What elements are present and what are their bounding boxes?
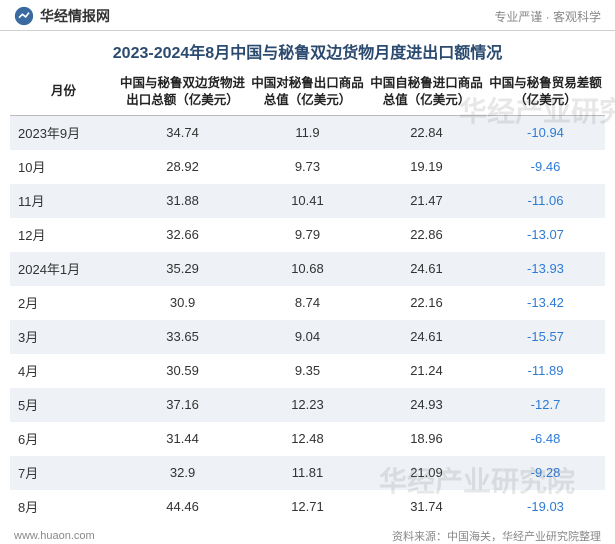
table-row: 12月32.669.7922.86-13.07 — [10, 218, 605, 252]
table-cell: -11.89 — [486, 354, 605, 388]
table-cell: -13.42 — [486, 286, 605, 320]
table-cell: 12.48 — [248, 422, 367, 456]
table-cell: 18.96 — [367, 422, 486, 456]
table-cell: 10.41 — [248, 184, 367, 218]
table-header-row: 月份中国与秘鲁双边货物进出口总额（亿美元）中国对秘鲁出口商品总值（亿美元）中国自… — [10, 69, 605, 115]
logo-icon — [14, 6, 34, 26]
table-body: 2023年9月34.7411.922.84-10.9410月28.929.731… — [10, 115, 605, 524]
table-row: 2024年1月35.2910.6824.61-13.93 — [10, 252, 605, 286]
table-cell: -12.7 — [486, 388, 605, 422]
table-cell: 12.23 — [248, 388, 367, 422]
table-cell: 11月 — [10, 184, 117, 218]
page-title: 2023-2024年8月中国与秘鲁双边货物月度进出口额情况 — [0, 31, 615, 69]
tagline: 专业严谨 · 客观科学 — [494, 8, 601, 25]
column-header: 中国对秘鲁出口商品总值（亿美元） — [248, 69, 367, 115]
table-cell: 28.92 — [117, 150, 248, 184]
table-cell: 19.19 — [367, 150, 486, 184]
table-cell: 11.9 — [248, 115, 367, 150]
table-row: 8月44.4612.7131.74-19.03 — [10, 490, 605, 524]
table-cell: 32.66 — [117, 218, 248, 252]
table-cell: 9.79 — [248, 218, 367, 252]
header-bar: 华经情报网 专业严谨 · 客观科学 — [0, 0, 615, 31]
table-cell: 9.04 — [248, 320, 367, 354]
table-cell: 5月 — [10, 388, 117, 422]
table-cell: 24.93 — [367, 388, 486, 422]
table-cell: 6月 — [10, 422, 117, 456]
table-cell: 2月 — [10, 286, 117, 320]
table-cell: -9.28 — [486, 456, 605, 490]
table-cell: 30.59 — [117, 354, 248, 388]
table-cell: -13.07 — [486, 218, 605, 252]
table-cell: 12月 — [10, 218, 117, 252]
table-row: 3月33.659.0424.61-15.57 — [10, 320, 605, 354]
table-row: 4月30.599.3521.24-11.89 — [10, 354, 605, 388]
table-cell: -19.03 — [486, 490, 605, 524]
table-cell: 30.9 — [117, 286, 248, 320]
column-header: 中国自秘鲁进口商品总值（亿美元） — [367, 69, 486, 115]
table-cell: 11.81 — [248, 456, 367, 490]
footer-source: 资料来源：中国海关，华经产业研究院整理 — [392, 528, 601, 544]
table-cell: 10.68 — [248, 252, 367, 286]
table-row: 11月31.8810.4121.47-11.06 — [10, 184, 605, 218]
table-cell: 34.74 — [117, 115, 248, 150]
table-cell: 22.16 — [367, 286, 486, 320]
table-cell: 21.09 — [367, 456, 486, 490]
table-row: 2023年9月34.7411.922.84-10.94 — [10, 115, 605, 150]
brand: 华经情报网 — [14, 6, 110, 26]
table-cell: 31.44 — [117, 422, 248, 456]
table-cell: 31.88 — [117, 184, 248, 218]
table-cell: 3月 — [10, 320, 117, 354]
table-cell: 10月 — [10, 150, 117, 184]
table-cell: 21.24 — [367, 354, 486, 388]
table-cell: 22.84 — [367, 115, 486, 150]
column-header: 中国与秘鲁双边货物进出口总额（亿美元） — [117, 69, 248, 115]
table-cell: -9.46 — [486, 150, 605, 184]
table-cell: 8.74 — [248, 286, 367, 320]
table-cell: -11.06 — [486, 184, 605, 218]
table-row: 10月28.929.7319.19-9.46 — [10, 150, 605, 184]
table-container: 月份中国与秘鲁双边货物进出口总额（亿美元）中国对秘鲁出口商品总值（亿美元）中国自… — [0, 69, 615, 524]
column-header: 中国与秘鲁贸易差额（亿美元） — [486, 69, 605, 115]
data-table: 月份中国与秘鲁双边货物进出口总额（亿美元）中国对秘鲁出口商品总值（亿美元）中国自… — [10, 69, 605, 524]
table-row: 7月32.911.8121.09-9.28 — [10, 456, 605, 490]
brand-text: 华经情报网 — [40, 6, 110, 26]
column-header: 月份 — [10, 69, 117, 115]
table-cell: 2024年1月 — [10, 252, 117, 286]
table-cell: 35.29 — [117, 252, 248, 286]
table-cell: 22.86 — [367, 218, 486, 252]
table-cell: -13.93 — [486, 252, 605, 286]
table-cell: 7月 — [10, 456, 117, 490]
table-cell: 4月 — [10, 354, 117, 388]
table-cell: 24.61 — [367, 320, 486, 354]
table-cell: 9.73 — [248, 150, 367, 184]
table-cell: 9.35 — [248, 354, 367, 388]
table-cell: 21.47 — [367, 184, 486, 218]
table-cell: -10.94 — [486, 115, 605, 150]
table-cell: 31.74 — [367, 490, 486, 524]
footer: www.huaon.com 资料来源：中国海关，华经产业研究院整理 — [0, 524, 615, 544]
table-cell: 33.65 — [117, 320, 248, 354]
table-cell: -15.57 — [486, 320, 605, 354]
table-cell: 37.16 — [117, 388, 248, 422]
table-cell: 12.71 — [248, 490, 367, 524]
table-row: 2月30.98.7422.16-13.42 — [10, 286, 605, 320]
table-cell: 8月 — [10, 490, 117, 524]
table-row: 6月31.4412.4818.96-6.48 — [10, 422, 605, 456]
table-cell: 24.61 — [367, 252, 486, 286]
table-row: 5月37.1612.2324.93-12.7 — [10, 388, 605, 422]
table-cell: -6.48 — [486, 422, 605, 456]
table-cell: 32.9 — [117, 456, 248, 490]
table-cell: 44.46 — [117, 490, 248, 524]
table-cell: 2023年9月 — [10, 115, 117, 150]
